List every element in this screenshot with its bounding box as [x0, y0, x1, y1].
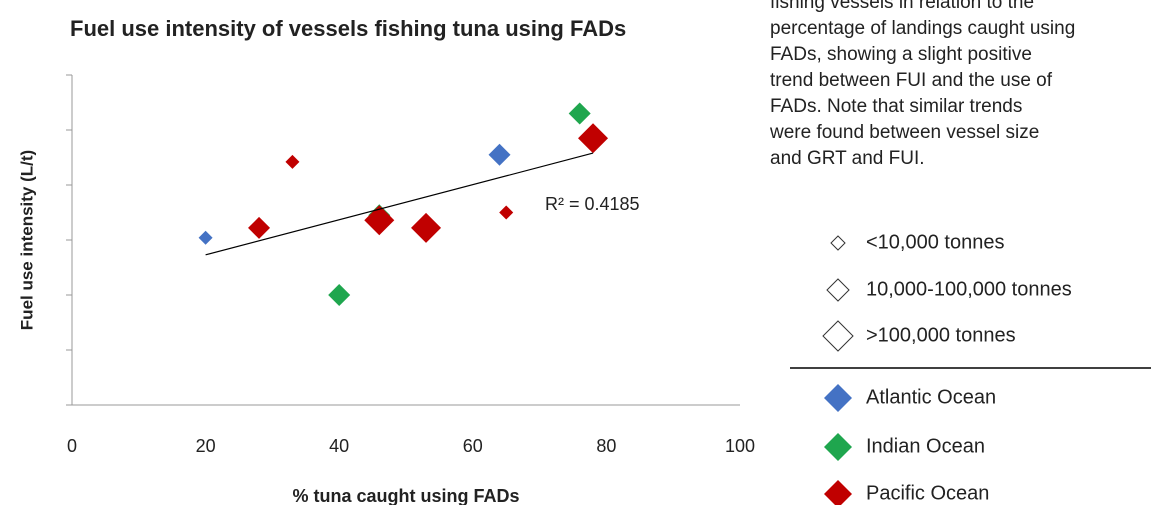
trendline	[205, 152, 594, 256]
data-point	[198, 230, 213, 245]
x-tick-label: 20	[196, 436, 216, 456]
data-point	[568, 102, 591, 125]
size-legend-label: <10,000 tonnes	[866, 231, 1004, 253]
body-text-line: and GRT and FUI.	[770, 148, 925, 169]
legend-symbol	[824, 433, 852, 461]
data-point	[488, 143, 511, 166]
body-text-line: fishing vessels in relation to the	[770, 0, 1034, 13]
legend-label: Pacific Ocean	[866, 482, 989, 504]
x-tick-label: 60	[463, 436, 483, 456]
legend-symbol	[824, 480, 852, 508]
data-point	[364, 205, 395, 236]
x-tick-label: 0	[67, 436, 77, 456]
body-text-line: FADs. Note that similar trends	[770, 96, 1022, 117]
legend-label: Indian Ocean	[866, 435, 985, 457]
size-legend-symbol	[822, 320, 854, 352]
body-text-line: FADs, showing a slight positive	[770, 44, 1032, 65]
size-legend-label: >100,000 tonnes	[866, 324, 1016, 346]
r-squared-annotation: R² = 0.4185	[545, 194, 640, 214]
x-tick-label: 40	[329, 436, 349, 456]
chart-title: Fuel use intensity of vessels fishing tu…	[70, 16, 626, 41]
legend-symbol	[824, 384, 852, 412]
size-legend-label: 10,000-100,000 tonnes	[866, 278, 1072, 300]
data-point	[578, 123, 609, 154]
data-point	[499, 205, 514, 220]
legend-label: Atlantic Ocean	[866, 386, 996, 408]
data-point	[328, 284, 351, 306]
data-point	[248, 216, 271, 239]
data-point	[285, 154, 300, 169]
body-text-line: percentage of landings caught using	[770, 18, 1075, 39]
body-text-line: were found between vessel size	[769, 122, 1039, 143]
x-tick-label: 80	[596, 436, 616, 456]
size-legend-symbol	[830, 235, 846, 251]
body-text-line: trend between FUI and the use of	[770, 70, 1053, 91]
data-point	[411, 212, 442, 243]
x-tick-label: 100	[725, 436, 755, 456]
size-legend-symbol	[826, 278, 850, 302]
y-axis-label: Fuel use intensity (L/t)	[17, 150, 36, 330]
x-axis-label: % tuna caught using FADs	[292, 486, 519, 505]
